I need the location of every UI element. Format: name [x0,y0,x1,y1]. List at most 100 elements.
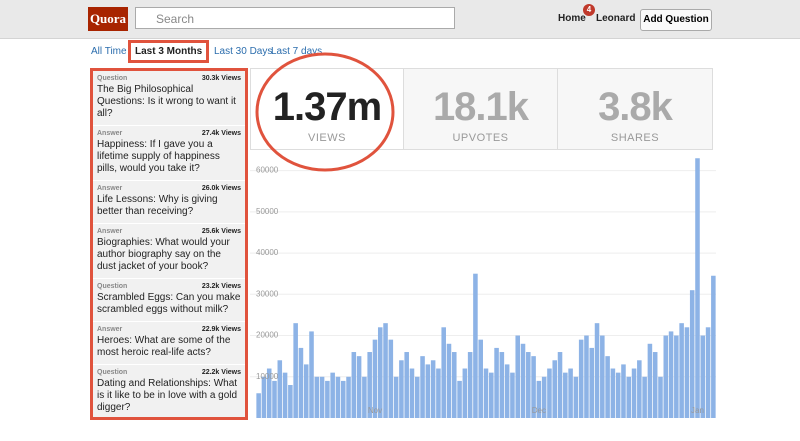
bar [277,360,283,418]
item-title: Heroes: What are some of the most heroic… [97,335,231,358]
bar [679,323,684,418]
bar [298,347,304,418]
x-tick-label: Jan [691,406,704,415]
item-type: Question [97,75,128,82]
list-item[interactable]: Question 22.2k Views Dating and Relationsh… [93,365,245,417]
bar [425,364,431,418]
bar [409,368,415,418]
logo[interactable]: Quora [88,7,128,31]
list-item[interactable]: Answer 22.9k Views Heroes: What are some o… [93,322,245,365]
tab-selected[interactable]: Last 3 Months [128,40,210,63]
bar [256,393,261,418]
bar [288,385,293,418]
bar [367,352,372,418]
bar [568,368,573,418]
bar [689,290,695,418]
bar [404,352,409,418]
search-input[interactable]: Search [135,7,455,29]
bar [510,372,515,418]
stat-value: 1.37m [272,85,382,129]
bar [362,376,367,418]
item-type: Answer [97,326,123,333]
list-item[interactable]: Answer 25.6k Views Biographies: What would… [93,224,245,279]
y-tick-label: 10000 [256,372,279,381]
bar [652,352,658,418]
bar [330,372,335,418]
bar [547,368,552,418]
add-question-button[interactable]: Add Question [640,9,712,31]
bar [594,323,600,418]
item-meta: Answer 25.6k Views [97,228,241,235]
bar [457,380,462,418]
item-type: Answer [97,130,123,137]
bar [266,368,272,418]
bar [325,380,330,418]
stat-box[interactable]: 18.1k UPVOTES [403,68,558,150]
x-tick-label: Dec [532,406,546,415]
item-title: Scrambled Eggs: Can you make scrambled e… [97,292,241,315]
item-type: Question [97,283,128,290]
list-item[interactable]: Question 23.2k Views Scrambled Eggs: Can y… [93,279,245,322]
bar [658,376,663,418]
stat-label: UPVOTES [452,132,509,144]
bar [615,372,621,418]
bar [388,339,394,418]
list-item[interactable]: Answer 26.0k Views Life Lessons: Why is gi… [93,181,245,224]
bar [414,376,420,418]
bar [314,376,320,418]
stat-label: SHARES [610,132,660,144]
bar [272,380,277,418]
bar [552,360,558,418]
bar [695,158,700,418]
item-meta: Question 22.2k Views [97,369,241,376]
stat-label: VIEWS [308,132,346,144]
bar [467,352,473,418]
item-type: Question [97,369,128,376]
bar [441,327,446,418]
stat-box[interactable]: 3.8k SHARES [557,68,713,150]
bar [473,273,478,418]
bar [647,343,653,418]
bar [489,372,494,418]
bar [515,335,520,418]
bar [631,368,637,418]
views-chart: 10000 20000 30000 40000 50000 60000 Nov Dec Jan [250,158,716,418]
item-views: 22.9k Views [201,326,241,333]
bar [668,331,674,418]
item-meta: Answer 27.4k Views [97,130,241,137]
item-meta: Answer 22.9k Views [97,326,241,333]
bar [446,343,452,418]
tab[interactable]: Last 7 days [271,46,323,57]
item-views: 26.0k Views [201,185,241,192]
bar [430,360,436,418]
item-meta: Question 30.3k Views [97,75,241,82]
top-bar: Quora Search Home 4 Leonard Add Question [0,0,800,39]
bar [309,331,314,418]
nav-user[interactable]: Leonard [596,13,636,24]
y-tick-label: 20000 [256,331,279,340]
tab[interactable]: All Time [91,46,127,57]
bar [674,335,679,418]
nav-home[interactable]: Home [558,13,586,24]
bar [340,380,346,418]
y-tick-label: 40000 [256,248,279,257]
bar [351,352,357,418]
bar [399,360,404,418]
bar [335,376,341,418]
list-item[interactable]: Answer 27.4k Views Happiness: If I gave yo… [93,126,245,181]
bar [282,372,288,418]
y-tick-label: 30000 [256,289,279,298]
stat-box[interactable]: 1.37m VIEWS [250,68,404,150]
bar [573,376,579,418]
tab[interactable]: Last 30 Days [214,46,273,57]
bar [319,376,325,418]
item-title: Life Lessons: Why is giving better than … [97,194,218,217]
y-tick-label: 50000 [256,207,279,216]
bar [711,275,716,418]
item-title: Dating and Relationships: What is it lik… [97,378,238,413]
list-item[interactable]: Question 30.3k Views The Big Philosophical… [93,71,245,126]
bar [610,368,616,418]
bar [483,368,489,418]
bar [494,347,499,418]
